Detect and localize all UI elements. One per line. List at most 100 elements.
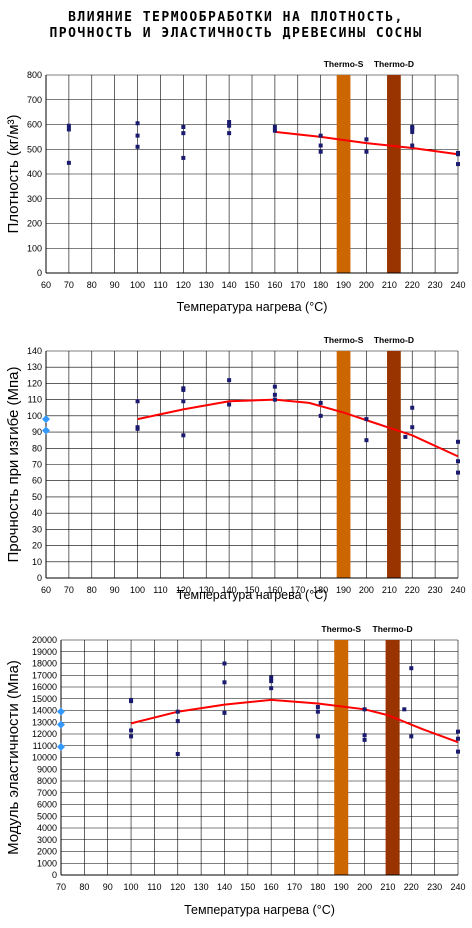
chart2-band-label-0: Thermo-S xyxy=(321,624,361,634)
chart1-ytick-8: 80 xyxy=(32,443,42,453)
chart0-xtick-8: 140 xyxy=(222,280,237,290)
chart1-ytick-12: 120 xyxy=(27,378,42,388)
chart2-point-6 xyxy=(175,709,180,714)
chart1-xtick-8: 140 xyxy=(222,585,237,595)
chart2-point-14 xyxy=(315,709,320,714)
chart1-ytick-9: 90 xyxy=(32,427,42,437)
chart2-ytick-17: 17000 xyxy=(32,670,57,680)
chart2-point-12 xyxy=(269,675,274,680)
chart0-ytick-0: 0 xyxy=(37,268,42,278)
chart1-point-9 xyxy=(272,397,277,402)
chart0-xtick-17: 230 xyxy=(428,280,443,290)
chart2-reference-point-0 xyxy=(57,742,65,751)
chart2-point-0 xyxy=(129,734,134,739)
chart2-point-19 xyxy=(402,707,407,712)
chart1-ytick-2: 20 xyxy=(32,541,42,551)
chart1-point-3 xyxy=(181,433,186,438)
chart1-xtick-15: 210 xyxy=(382,585,397,595)
chart2-point-23 xyxy=(456,736,460,741)
chart1-point-11 xyxy=(272,384,277,389)
chart1-point-10 xyxy=(272,392,277,397)
chart0-ytick-7: 700 xyxy=(27,95,42,105)
density-chart: Thermo-S Thermo-D 0 100 200 300 400 500 600 700 80… xyxy=(5,59,466,314)
chart2-xtick-17: 240 xyxy=(450,882,465,892)
chart-title: ВЛИЯНИЕ ТЕРМООБРАБОТКИ НА ПЛОТНОСТЬ, ПРО… xyxy=(0,10,472,42)
chart2-ytick-2: 2000 xyxy=(37,847,57,857)
chart2-ytick-5: 5000 xyxy=(37,811,57,821)
chart2-xtick-15: 220 xyxy=(404,882,419,892)
chart0-point-19 xyxy=(410,143,415,148)
chart2-point-5 xyxy=(175,719,180,724)
chart0-xtick-18: 240 xyxy=(450,280,465,290)
chart0-band-label-0: Thermo-S xyxy=(324,59,364,69)
chart1-xtick-4: 100 xyxy=(130,585,145,595)
chart1-ytick-5: 50 xyxy=(32,492,42,502)
chart0-point-15 xyxy=(318,143,323,148)
chart1-ytick-0: 0 xyxy=(37,573,42,583)
chart0-point-1 xyxy=(66,127,71,132)
chart1-band-label-0: Thermo-S xyxy=(324,335,364,345)
chart1-ytick-4: 40 xyxy=(32,508,42,518)
chart2-ytick-12: 12000 xyxy=(32,729,57,739)
chart2-reference-point-2 xyxy=(57,707,65,716)
chart2-point-18 xyxy=(362,707,367,712)
chart1-point-17 xyxy=(410,425,415,430)
chart2-ytick-16: 16000 xyxy=(32,682,57,692)
chart1-xlabel: Температура нагрева (°C) xyxy=(177,588,328,602)
chart1-ylabel: Прочность при изгибе (Мпа) xyxy=(5,367,22,563)
chart2-xtick-3: 100 xyxy=(124,882,139,892)
chart0-xtick-12: 180 xyxy=(313,280,328,290)
chart1-point-6 xyxy=(181,386,186,391)
chart1-xtick-16: 220 xyxy=(405,585,420,595)
chart0-point-8 xyxy=(181,124,186,129)
chart0-point-10 xyxy=(227,123,232,128)
chart1-band-label-1: Thermo-D xyxy=(374,335,414,345)
chart2-xtick-0: 70 xyxy=(56,882,66,892)
chart1-band-0 xyxy=(336,351,351,578)
chart1-xtick-18: 240 xyxy=(450,585,465,595)
chart2-xtick-11: 180 xyxy=(310,882,325,892)
chart2-xtick-9: 160 xyxy=(264,882,279,892)
chart0-ytick-3: 300 xyxy=(27,194,42,204)
chart1-ytick-14: 140 xyxy=(27,346,42,356)
chart0-xtick-1: 70 xyxy=(64,280,74,290)
chart-title-line-1: ВЛИЯНИЕ ТЕРМООБРАБОТКИ НА ПЛОТНОСТЬ, xyxy=(68,10,404,25)
chart2-point-11 xyxy=(269,679,274,684)
chart1-xtick-10: 160 xyxy=(267,585,282,595)
chart2-point-9 xyxy=(222,661,227,666)
chart2-ytick-7: 7000 xyxy=(37,788,57,798)
chart2-ytick-15: 15000 xyxy=(32,694,57,704)
chart2-ytick-20: 20000 xyxy=(32,635,57,645)
chart0-band-1 xyxy=(387,75,401,273)
chart2-ytick-6: 6000 xyxy=(37,800,57,810)
chart0-band-0 xyxy=(336,75,351,273)
chart0-point-12 xyxy=(272,128,277,133)
chart1-point-7 xyxy=(227,402,232,407)
chart2-point-4 xyxy=(175,751,180,756)
chart0-xtick-9: 150 xyxy=(244,280,259,290)
chart2-ytick-3: 3000 xyxy=(37,835,57,845)
chart1-ytick-3: 30 xyxy=(32,524,42,534)
chart1-xtick-6: 120 xyxy=(176,585,191,595)
chart1-xtick-7: 130 xyxy=(199,585,214,595)
chart0-point-18 xyxy=(364,137,369,142)
chart2-point-15 xyxy=(315,704,320,709)
chart1-point-8 xyxy=(227,378,232,383)
chart1-reference-point-1 xyxy=(42,415,50,424)
chart0-xtick-4: 100 xyxy=(130,280,145,290)
chart1-xtick-1: 70 xyxy=(64,585,74,595)
chart2-point-21 xyxy=(409,666,414,671)
chart1-point-14 xyxy=(364,438,369,443)
chart0-point-0 xyxy=(66,160,71,165)
chart2-ytick-13: 13000 xyxy=(32,717,57,727)
chart2-point-3 xyxy=(129,697,134,702)
chart0-point-2 xyxy=(66,123,71,128)
chart2-xtick-10: 170 xyxy=(287,882,302,892)
chart1-trend-line xyxy=(137,398,459,458)
chart2-xtick-8: 150 xyxy=(240,882,255,892)
chart0-ytick-1: 100 xyxy=(27,243,42,253)
chart0-xtick-11: 170 xyxy=(290,280,305,290)
chart2-xtick-4: 110 xyxy=(147,882,161,892)
chart0-band-label-1: Thermo-D xyxy=(374,59,414,69)
